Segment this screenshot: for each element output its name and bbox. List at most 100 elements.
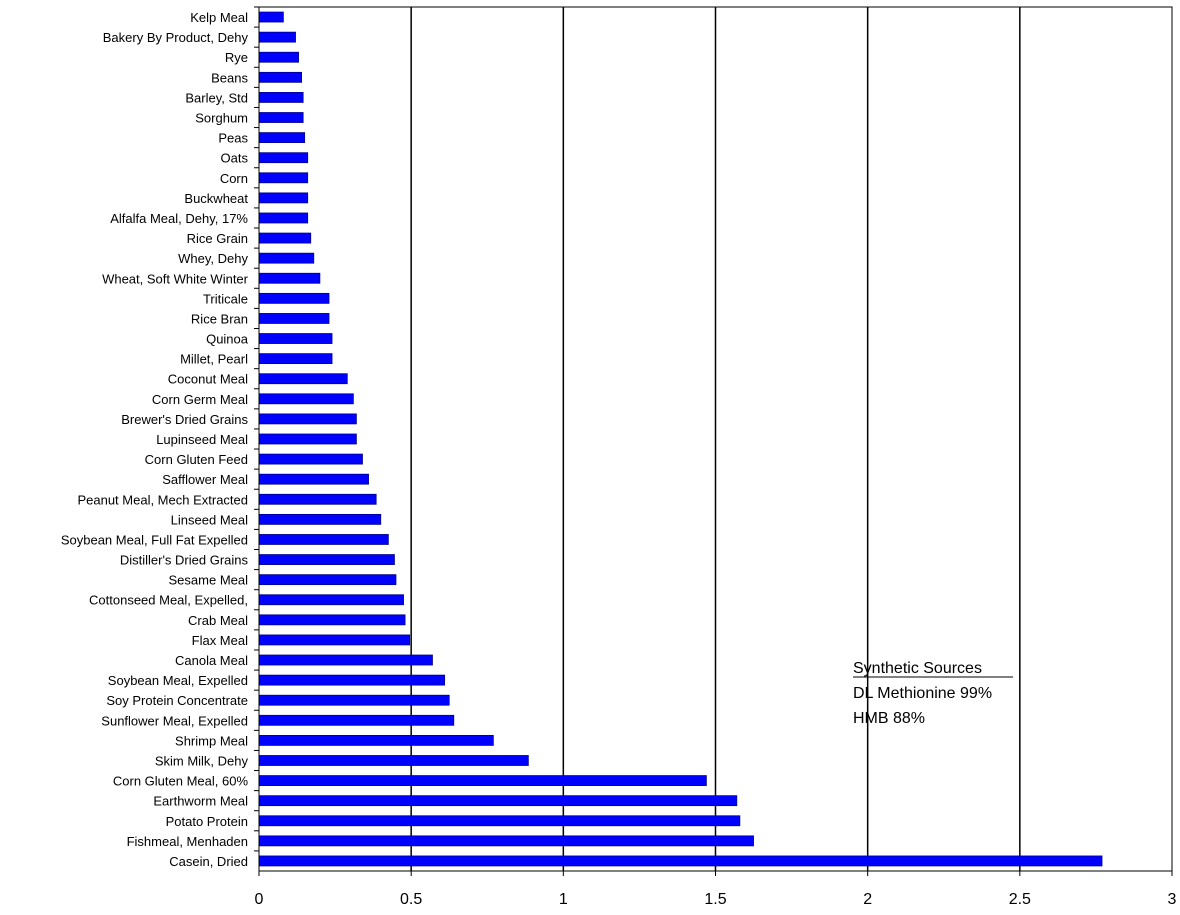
bar (258, 212, 309, 224)
category-label: Casein, Dried (169, 854, 248, 869)
category-labels: Kelp Meal Bakery By Product, Dehy Rye Beans… (61, 6, 259, 869)
bar (258, 554, 395, 565)
annotation-item: DL Methionine 99% (853, 685, 992, 702)
annotation-item: HMB 88% (853, 710, 925, 727)
category-label: Millet, Pearl (180, 352, 248, 367)
bar (258, 534, 389, 545)
gridlines (410, 7, 1021, 871)
x-tick-label: 2.5 (1009, 891, 1031, 908)
category-label: Corn Germ Meal (152, 392, 248, 407)
category-label: Barley, Std (185, 90, 248, 105)
x-tick-label: 1 (559, 891, 568, 908)
category-label: Beans (211, 70, 248, 85)
bar (258, 393, 354, 405)
x-tick-label: 2 (863, 891, 872, 908)
bars (258, 11, 1103, 867)
bar (258, 112, 304, 123)
bar (258, 473, 369, 485)
bar (258, 654, 433, 666)
category-label: Shrimp Meal (175, 733, 248, 748)
bar (258, 513, 382, 525)
category-label: Rye (225, 50, 248, 65)
category-label: Linseed Meal (171, 512, 248, 527)
bar (258, 413, 357, 425)
bar (258, 855, 1103, 867)
category-label: Rice Grain (187, 231, 248, 246)
bar (258, 614, 406, 626)
category-label: Skim Milk, Dehy (155, 753, 249, 768)
category-label: Soybean Meal, Expelled (108, 673, 248, 688)
bar (258, 755, 529, 766)
category-label: Corn Gluten Feed (145, 452, 248, 467)
annotation-heading: Synthetic Sources (853, 660, 982, 677)
category-label: Coconut Meal (168, 372, 248, 387)
bar (258, 634, 411, 646)
category-label: Sesame Meal (169, 573, 249, 588)
category-label: Soy Protein Concentrate (106, 693, 248, 708)
x-tick-label: 3 (1168, 891, 1177, 908)
synthetic-sources-annotation: Synthetic Sources DL Methionine 99% HMB … (853, 660, 1013, 727)
bar (258, 272, 321, 284)
category-label: Fishmeal, Menhaden (127, 834, 248, 849)
category-label: Sorghum (195, 111, 248, 126)
category-label: Lupinseed Meal (156, 432, 248, 447)
bar (258, 453, 363, 465)
bar (258, 574, 397, 586)
category-label: Oats (221, 151, 249, 166)
category-label: Rice Bran (191, 311, 248, 326)
category-label: Bakery By Product, Dehy (103, 30, 249, 45)
x-tick-label: 0 (255, 891, 264, 908)
bar (258, 815, 741, 827)
bar (258, 152, 309, 164)
bar (258, 51, 299, 63)
bar (258, 192, 309, 204)
category-label: Corn (220, 171, 248, 186)
category-label: Brewer's Dried Grains (121, 412, 248, 427)
bar (258, 232, 312, 244)
category-label: Peas (218, 131, 248, 146)
category-label: Potato Protein (166, 814, 248, 829)
bar (258, 172, 309, 184)
category-label: Flax Meal (192, 633, 248, 648)
category-label: Kelp Meal (190, 10, 248, 25)
bar (258, 674, 446, 686)
category-label: Alfalfa Meal, Dehy, 17% (110, 211, 248, 226)
category-label: Crab Meal (188, 613, 248, 628)
category-label: Cottonseed Meal, Expelled, (89, 593, 248, 608)
x-tick-label: 0.5 (400, 891, 422, 908)
category-label: Whey, Dehy (178, 251, 248, 266)
bar (258, 252, 315, 264)
bar (258, 835, 754, 847)
x-tick-label: 1.5 (704, 891, 726, 908)
bar (258, 132, 306, 144)
bar (258, 775, 707, 786)
bar (258, 71, 303, 83)
category-label: Earthworm Meal (153, 794, 248, 809)
bar (258, 313, 330, 324)
category-label: Triticale (203, 291, 248, 306)
bar (258, 292, 330, 304)
bar (258, 333, 333, 344)
bar (258, 433, 357, 445)
bar (258, 734, 494, 746)
category-label: Corn Gluten Meal, 60% (113, 774, 249, 789)
bar (258, 353, 333, 365)
category-label: Peanut Meal, Mech Extracted (77, 492, 248, 507)
bar (258, 795, 738, 807)
category-label: Buckwheat (184, 191, 248, 206)
plot-frame (258, 6, 1173, 872)
category-label: Soybean Meal, Full Fat Expelled (61, 532, 248, 547)
category-label: Distiller's Dried Grains (120, 553, 249, 568)
category-label: Safflower Meal (162, 472, 248, 487)
x-tick-labels: 0 0.5 1 1.5 2 2.5 3 (255, 871, 1177, 908)
bar (258, 373, 348, 385)
bar (258, 714, 455, 726)
category-label: Sunflower Meal, Expelled (101, 713, 248, 728)
category-label: Quinoa (206, 332, 249, 347)
bar (258, 31, 296, 43)
bar (258, 92, 304, 103)
bar (258, 11, 284, 23)
bar (258, 694, 450, 706)
category-label: Wheat, Soft White Winter (102, 271, 249, 286)
